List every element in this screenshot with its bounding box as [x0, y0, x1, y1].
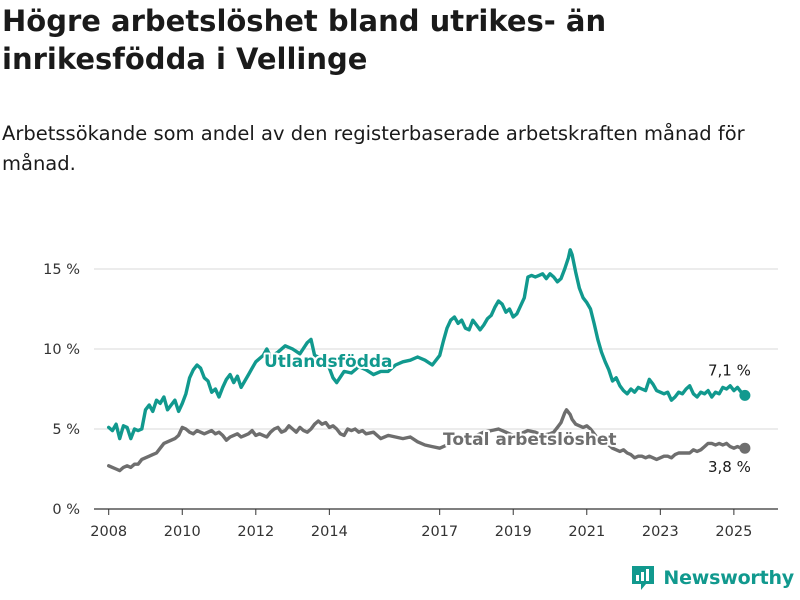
- x-tick-label: 2014: [311, 524, 348, 540]
- x-tick-label: 2021: [568, 524, 605, 540]
- series-name-utlandsfodda: Utlandsfödda: [264, 352, 393, 372]
- x-tick-label: 2017: [421, 524, 458, 540]
- y-tick-label: 10 %: [43, 342, 80, 358]
- series-lines: [107, 248, 751, 473]
- y-tick-label: 0 %: [52, 502, 80, 518]
- y-tick-label: 5 %: [52, 422, 80, 438]
- x-tick-label: 2025: [715, 524, 752, 540]
- series-name-total: Total arbetslöshet: [443, 430, 617, 450]
- series-labels: 7,1 % 3,8 % Utlandsfödda Total arbetslöshet: [262, 350, 751, 476]
- y-tick-label: 15 %: [43, 262, 80, 278]
- x-tick-label: 2012: [237, 524, 274, 540]
- x-axis: 2008 2010 2012 2014 2017 2019 2021 2023 2025: [90, 509, 752, 540]
- series-line-utlandsfodda: [107, 248, 747, 441]
- x-tick-label: 2019: [495, 524, 532, 540]
- newsworthy-brand: Newsworthy: [630, 564, 794, 592]
- newsworthy-logo-icon: [632, 566, 655, 590]
- x-tick-label: 2008: [90, 524, 127, 540]
- brand-name: Newsworthy: [663, 567, 794, 589]
- series-end-marker: [739, 389, 751, 401]
- y-axis: 0 % 5 % 10 % 15 %: [43, 262, 80, 518]
- series-end-label: 7,1 %: [708, 361, 751, 379]
- chart-subtitle: Arbetssökande som andel av den registerb…: [2, 122, 745, 175]
- chart-title: Högre arbetslöshet bland utrikes- än inr…: [2, 4, 607, 76]
- series-end-label: 3,8 %: [708, 458, 751, 476]
- series-line-total: [107, 408, 747, 473]
- gridlines: [94, 268, 778, 510]
- x-tick-label: 2023: [642, 524, 679, 540]
- series-end-marker: [739, 442, 751, 454]
- x-tick-label: 2010: [164, 524, 201, 540]
